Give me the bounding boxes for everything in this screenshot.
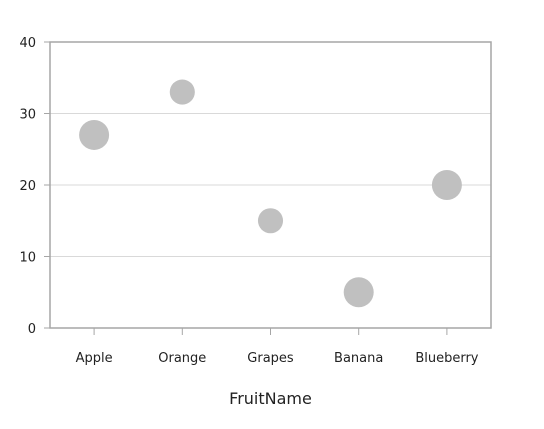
x-tick-label: Blueberry: [415, 351, 478, 366]
x-axis-tick-labels: Apple Orange Grapes Banana Blueberry: [76, 351, 479, 366]
y-tick-label: 20: [19, 179, 36, 194]
gridlines: [44, 41, 491, 329]
bubble-blueberry: [431, 170, 462, 200]
y-axis-tick-labels: 0 10 20 30 40: [19, 36, 36, 337]
x-tick-label: Apple: [76, 351, 113, 366]
y-tick-label: 40: [19, 36, 36, 51]
y-tick-label: 30: [19, 108, 36, 123]
bubble-series: [79, 79, 462, 308]
bubble-banana: [343, 277, 374, 308]
bubble-grapes: [257, 208, 284, 234]
x-tick-label: Banana: [334, 351, 383, 366]
x-tick-label: Orange: [158, 351, 206, 366]
bubble-orange: [169, 79, 195, 105]
x-axis-title: FruitName: [229, 389, 312, 408]
x-axis-ticks: [93, 328, 448, 335]
y-tick-label: 0: [28, 322, 36, 337]
bubble-apple: [79, 119, 110, 150]
x-tick-label: Grapes: [247, 351, 294, 366]
y-tick-label: 10: [19, 251, 36, 266]
